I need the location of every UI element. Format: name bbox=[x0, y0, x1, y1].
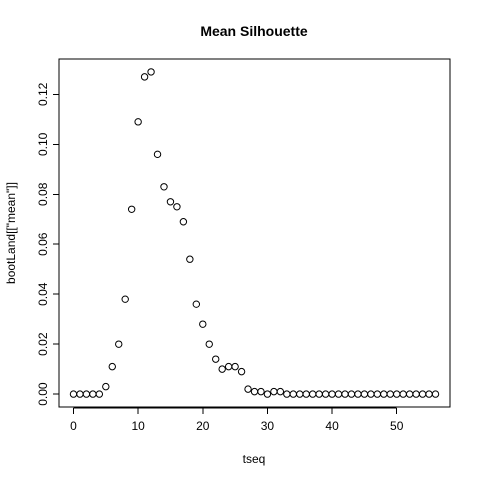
data-point bbox=[224, 362, 233, 371]
y-axis-label: bootLand[["mean"]] bbox=[4, 182, 18, 284]
x-tick-label: 10 bbox=[131, 419, 145, 433]
plot-frame bbox=[58, 58, 451, 408]
y-tick-label: 0.10 bbox=[36, 132, 50, 156]
data-point bbox=[160, 183, 168, 191]
data-point bbox=[386, 390, 394, 398]
data-point bbox=[76, 390, 84, 398]
y-tick-label: 0.08 bbox=[36, 182, 50, 206]
data-point bbox=[186, 255, 194, 263]
data-point bbox=[173, 203, 181, 211]
data-point bbox=[205, 340, 213, 348]
data-point bbox=[199, 320, 207, 328]
data-point bbox=[425, 390, 433, 398]
y-tick-label: 0.12 bbox=[36, 82, 50, 106]
data-point bbox=[334, 390, 343, 398]
data-point bbox=[231, 362, 239, 371]
data-point bbox=[192, 300, 201, 308]
data-point bbox=[134, 118, 142, 126]
data-point bbox=[250, 387, 259, 396]
data-point bbox=[263, 390, 272, 398]
data-point bbox=[115, 340, 123, 348]
x-tick-label: 20 bbox=[196, 419, 210, 433]
data-point bbox=[69, 390, 78, 398]
data-point bbox=[244, 385, 252, 393]
data-point bbox=[140, 73, 149, 81]
data-point bbox=[347, 390, 356, 398]
data-point bbox=[328, 390, 336, 398]
data-point bbox=[270, 387, 278, 396]
data-point bbox=[360, 390, 369, 398]
data-point bbox=[431, 390, 440, 398]
data-point bbox=[82, 390, 91, 398]
data-point bbox=[218, 365, 226, 373]
data-point bbox=[179, 218, 188, 226]
data-point bbox=[380, 390, 388, 398]
x-tick-label: 30 bbox=[261, 419, 275, 433]
x-axis-label: tseq bbox=[243, 452, 266, 466]
data-point bbox=[373, 390, 382, 398]
data-point bbox=[393, 390, 401, 398]
data-point bbox=[89, 390, 97, 398]
data-point bbox=[354, 390, 362, 398]
x-tick-label: 50 bbox=[390, 419, 404, 433]
data-point bbox=[102, 382, 110, 391]
data-point bbox=[276, 387, 285, 396]
data-point bbox=[166, 198, 175, 206]
data-point bbox=[283, 390, 291, 398]
data-point bbox=[302, 390, 310, 398]
data-point bbox=[412, 390, 420, 398]
data-point bbox=[257, 387, 265, 396]
data-point bbox=[153, 150, 162, 159]
data-point bbox=[108, 362, 116, 371]
y-tick-label: 0.02 bbox=[36, 332, 50, 356]
x-tick-label: 40 bbox=[325, 419, 339, 433]
y-tick-label: 0.06 bbox=[36, 232, 50, 256]
data-point bbox=[315, 390, 323, 398]
data-point bbox=[367, 390, 375, 398]
y-axis: 0.00 0.02 0.04 0.06 0.08 0.10 0.12 bbox=[36, 82, 60, 406]
y-tick-label: 0.04 bbox=[36, 282, 50, 306]
data-point bbox=[341, 390, 349, 398]
data-point bbox=[121, 295, 129, 303]
data-point bbox=[405, 390, 414, 398]
data-point bbox=[147, 68, 155, 76]
data-point bbox=[237, 367, 246, 376]
data-point bbox=[289, 390, 297, 398]
data-point bbox=[418, 390, 427, 398]
data-point bbox=[212, 355, 220, 363]
data-point bbox=[321, 390, 330, 398]
data-point bbox=[95, 390, 104, 398]
data-point bbox=[308, 390, 317, 398]
x-tick-label: 0 bbox=[70, 419, 77, 433]
data-point bbox=[399, 390, 407, 398]
data-point bbox=[127, 205, 136, 213]
data-point bbox=[296, 390, 304, 398]
chart-title: Mean Silhouette bbox=[200, 23, 308, 39]
x-axis: 0 10 20 30 40 50 bbox=[70, 407, 404, 433]
y-tick-label: 0.00 bbox=[36, 382, 50, 406]
data-points bbox=[69, 68, 440, 398]
